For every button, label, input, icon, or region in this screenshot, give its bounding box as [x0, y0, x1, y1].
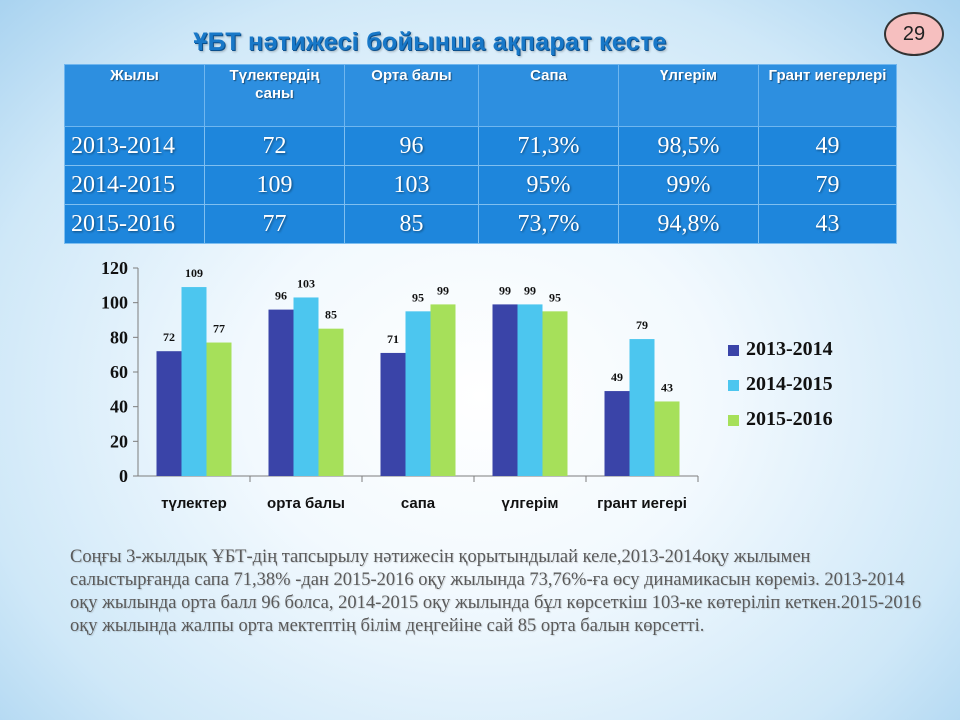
y-tick-label: 0: [119, 466, 128, 486]
category-label: сапа: [401, 495, 436, 512]
bar: [542, 311, 568, 476]
y-tick-label: 20: [110, 431, 128, 451]
header-performance: Үлгерім: [618, 64, 759, 127]
table-cell: 98,5%: [618, 126, 759, 166]
table-cell: 77: [204, 204, 345, 244]
data-label: 71: [387, 332, 399, 346]
y-tick-label: 40: [110, 397, 128, 417]
category-label: түлектер: [161, 495, 227, 512]
table-cell: 71,3%: [478, 126, 619, 166]
data-label: 99: [499, 283, 511, 297]
bar: [604, 391, 630, 476]
bar: [318, 328, 344, 476]
results-bar-chart: 0 20 40 60 80 100 120 72 109 77 түлектер 96 103 85 орт…: [101, 258, 833, 512]
table-cell-year: 2014-2015: [64, 165, 205, 205]
table-cell: 95%: [478, 165, 619, 205]
data-label: 95: [549, 290, 561, 304]
data-label: 77: [213, 322, 225, 336]
header-graduates: Түлектердің саны: [204, 64, 345, 127]
table-cell: 79: [758, 165, 897, 205]
table-cell: 43: [758, 204, 897, 244]
slide-title: ҰБТ нәтижесі бойынша ақпарат кесте: [193, 28, 667, 56]
table-row: 2015-2016 77 85 73,7% 94,8% 43: [64, 204, 897, 244]
legend-swatch: [728, 380, 739, 391]
bar: [380, 352, 406, 476]
header-quality: Сапа: [478, 64, 619, 127]
table-row: 2013-2014 72 96 71,3% 98,5% 49: [64, 126, 897, 166]
table-header-row: Жылы Түлектердің саны Орта балы Сапа Үлг…: [64, 64, 897, 127]
bar: [492, 304, 518, 476]
bar: [293, 297, 319, 476]
results-table: Жылы Түлектердің саны Орта балы Сапа Үлг…: [64, 64, 897, 244]
data-label: 103: [297, 276, 315, 290]
data-label: 43: [661, 380, 673, 394]
bar: [517, 304, 543, 476]
legend-swatch: [728, 345, 739, 356]
table-cell: 103: [344, 165, 479, 205]
bar: [430, 304, 456, 476]
page-number-badge: 29: [884, 12, 944, 56]
data-label: 85: [325, 308, 337, 322]
y-tick-label: 80: [110, 327, 128, 347]
header-grant-holders: Грант иегерлері: [758, 64, 897, 127]
table-cell: 99%: [618, 165, 759, 205]
bar: [654, 401, 680, 476]
table-cell: 49: [758, 126, 897, 166]
legend-label: 2013-2014: [746, 338, 833, 360]
data-label: 72: [163, 330, 175, 344]
table-cell: 73,7%: [478, 204, 619, 244]
table-cell: 72: [204, 126, 345, 166]
category-label: үлгерім: [502, 495, 559, 512]
header-year: Жылы: [64, 64, 205, 127]
data-label: 49: [611, 370, 623, 384]
table-cell-year: 2015-2016: [64, 204, 205, 244]
bar: [181, 287, 207, 476]
category-label: орта балы: [267, 495, 345, 512]
table-row: 2014-2015 109 103 95% 99% 79: [64, 165, 897, 205]
data-label: 95: [412, 290, 424, 304]
data-label: 109: [185, 266, 203, 280]
bar: [405, 311, 431, 476]
data-label: 96: [275, 289, 287, 303]
y-tick-label: 60: [110, 362, 128, 382]
legend-label: 2015-2016: [746, 408, 833, 430]
bar: [629, 339, 655, 476]
legend-swatch: [728, 415, 739, 426]
y-tick-label: 100: [101, 293, 128, 313]
legend-label: 2014-2015: [746, 373, 833, 395]
table-cell: 85: [344, 204, 479, 244]
table-cell: 94,8%: [618, 204, 759, 244]
bar: [206, 342, 232, 476]
category-label: грант иегері: [597, 495, 687, 512]
header-average-score: Орта балы: [344, 64, 479, 127]
table-cell: 96: [344, 126, 479, 166]
table-cell-year: 2013-2014: [64, 126, 205, 166]
bar: [156, 351, 182, 476]
data-label: 99: [524, 283, 536, 297]
data-label: 79: [636, 318, 648, 332]
y-tick-label: 120: [101, 258, 128, 278]
summary-paragraph: Соңғы 3-жылдық ҰБТ-дің тапсырылу нәтижес…: [70, 547, 922, 636]
table-cell: 109: [204, 165, 345, 205]
data-label: 99: [437, 283, 449, 297]
bar: [268, 309, 294, 476]
